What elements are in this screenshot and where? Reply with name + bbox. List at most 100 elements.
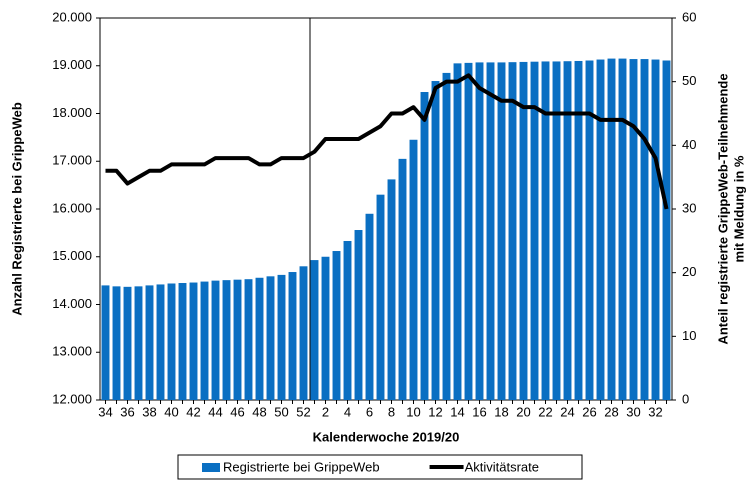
bar (167, 283, 176, 400)
x-tick-label: 22 (538, 404, 552, 419)
y-tick-label: 12.000 (52, 391, 92, 406)
bar (651, 59, 660, 400)
x-tick-label: 6 (366, 404, 373, 419)
x-tick-label: 32 (648, 404, 662, 419)
bar (563, 61, 572, 401)
y-tick-label: 13.000 (52, 344, 92, 359)
bar (299, 266, 308, 400)
bar (475, 62, 484, 400)
bar (640, 59, 649, 400)
bar (464, 62, 473, 400)
x-tick-label: 20 (516, 404, 530, 419)
bar (134, 286, 143, 400)
x-tick-label: 42 (186, 404, 200, 419)
x-tick-label: 48 (252, 404, 266, 419)
x-tick-label: 8 (388, 404, 395, 419)
y2-tick-label: 60 (682, 9, 696, 24)
bar (486, 62, 495, 400)
bar (178, 283, 187, 400)
bar (112, 286, 121, 400)
x-tick-label: 18 (494, 404, 508, 419)
x-tick-label: 28 (604, 404, 618, 419)
bar (343, 240, 352, 400)
bar (629, 59, 638, 400)
bar (618, 58, 627, 401)
x-tick-label: 2 (322, 404, 329, 419)
bar (310, 260, 319, 400)
y2-tick-label: 50 (682, 73, 696, 88)
bar (101, 285, 110, 400)
x-axis-title: Kalenderwoche 2019/20 (313, 429, 460, 444)
x-tick-label: 10 (406, 404, 420, 419)
bar (398, 158, 407, 400)
bar (288, 272, 297, 400)
bar (233, 279, 242, 400)
x-tick-label: 30 (626, 404, 640, 419)
bar (145, 285, 154, 400)
y2-tick-label: 20 (682, 264, 696, 279)
bar (332, 251, 341, 400)
y2-tick-label: 40 (682, 137, 696, 152)
bar (211, 280, 220, 400)
bar (200, 281, 209, 400)
x-tick-label: 52 (296, 404, 310, 419)
x-tick-label: 12 (428, 404, 442, 419)
x-tick-label: 44 (208, 404, 222, 419)
bar (277, 274, 286, 400)
y-tick-label: 20.000 (52, 9, 92, 24)
x-tick-label: 38 (142, 404, 156, 419)
legend-swatch (202, 463, 220, 472)
bar (662, 60, 671, 401)
bar (431, 81, 440, 400)
y-tick-label: 18.000 (52, 105, 92, 120)
bar (222, 280, 231, 400)
bar (552, 61, 561, 400)
x-tick-label: 26 (582, 404, 596, 419)
x-tick-label: 24 (560, 404, 574, 419)
bar (607, 58, 616, 401)
bar (585, 60, 594, 401)
x-tick-label: 46 (230, 404, 244, 419)
bar (189, 282, 198, 400)
x-tick-label: 50 (274, 404, 288, 419)
bar (255, 277, 264, 400)
bar (409, 139, 418, 400)
bar (596, 59, 605, 400)
legend-label: Aktivitätsrate (465, 459, 539, 474)
bar (387, 179, 396, 400)
y-tick-label: 16.000 (52, 200, 92, 215)
x-tick-label: 34 (98, 404, 112, 419)
y2-axis-title: mit Meldung in % (731, 155, 746, 262)
y2-axis-title: Anteil registrierte GrippeWeb-Teilnehmen… (715, 73, 730, 344)
bar (541, 61, 550, 400)
bar (376, 194, 385, 400)
bar (508, 62, 517, 400)
bar (497, 62, 506, 400)
x-tick-label: 4 (344, 404, 351, 419)
bar (442, 72, 451, 400)
x-tick-label: 40 (164, 404, 178, 419)
bar (321, 256, 330, 400)
bar (519, 61, 528, 401)
bar (123, 286, 132, 400)
x-tick-label: 16 (472, 404, 486, 419)
bar (156, 284, 165, 400)
y-tick-label: 15.000 (52, 248, 92, 263)
bar (244, 279, 253, 400)
bar (354, 230, 363, 400)
legend (177, 454, 583, 480)
x-tick-label: 14 (450, 404, 464, 419)
y2-tick-label: 0 (682, 391, 689, 406)
bar (530, 61, 539, 400)
legend-label: Registrierte bei GrippeWeb (223, 459, 380, 474)
y2-tick-label: 30 (682, 200, 696, 215)
bar (266, 276, 275, 400)
bar (453, 63, 462, 401)
bar (365, 213, 374, 400)
y-tick-label: 14.000 (52, 296, 92, 311)
y-tick-label: 19.000 (52, 57, 92, 72)
y-axis-title: Anzahl Registrierte bei GrippeWeb (9, 102, 24, 316)
bar (420, 92, 429, 400)
x-tick-label: 36 (120, 404, 134, 419)
